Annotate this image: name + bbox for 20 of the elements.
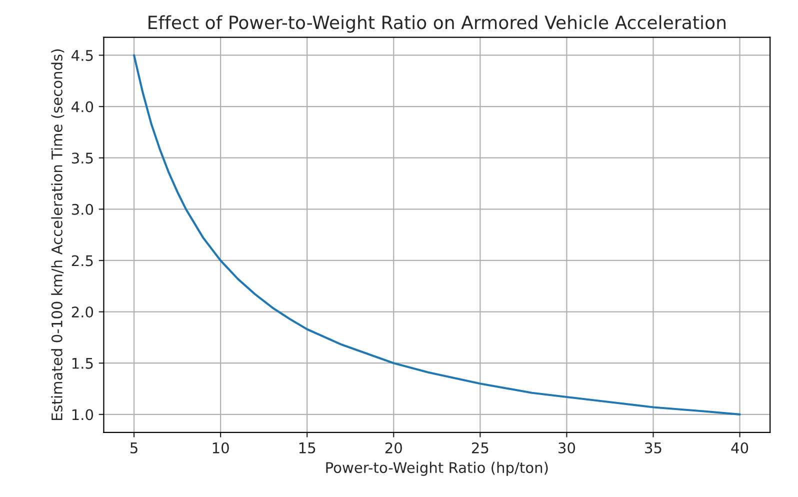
x-tick-label: 35: [645, 442, 662, 454]
x-axis-title: Power-to-Weight Ratio (hp/ton): [326, 462, 548, 476]
x-tick-label: 25: [472, 442, 488, 454]
y-tick-label: 2.0: [72, 306, 94, 318]
y-tick-label: 2.5: [72, 255, 93, 266]
y-tick-label: 3.0: [72, 204, 94, 215]
x-tick-label: 15: [299, 442, 316, 454]
y-tick-label: 4.5: [72, 50, 93, 61]
chart-title: Effect of Power-to-Weight Ratio on Armored Vehicle Acceleration: [148, 15, 726, 33]
y-axis-title: Estimated 0-100 km/h Acceleration Time (seconds): [51, 49, 64, 420]
x-tick-label: 40: [731, 442, 748, 454]
x-tick-label: 10: [212, 442, 229, 454]
line-series: [132, 54, 741, 416]
x-tick-label: 30: [558, 442, 576, 454]
x-tick-label: 20: [385, 442, 402, 454]
y-tick-label: 3.5: [72, 152, 93, 164]
y-tick-label: 1.5: [72, 358, 93, 369]
y-tick-label: 4.0: [72, 101, 94, 112]
y-tick-label: 1.0: [72, 409, 94, 420]
x-tick-label: 5: [130, 442, 138, 454]
